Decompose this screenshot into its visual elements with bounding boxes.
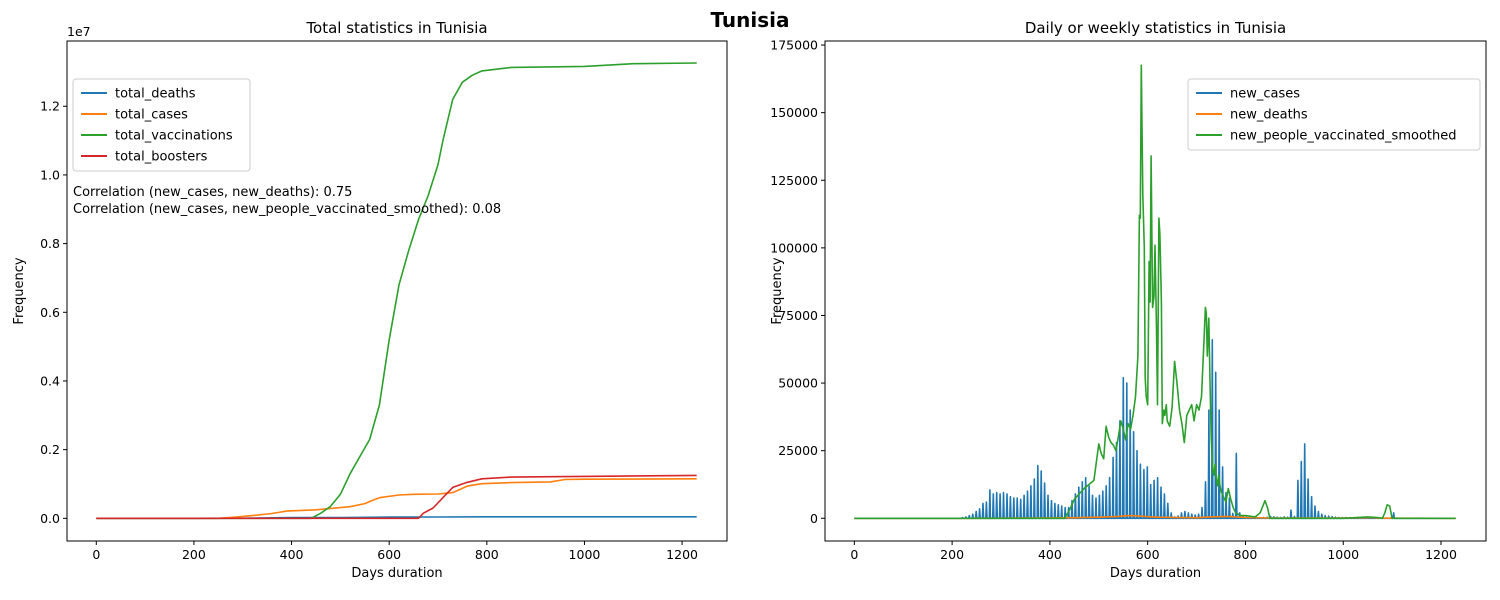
legend-label: new_deaths [1230, 108, 1308, 123]
legend-label: total_boosters [115, 150, 208, 165]
x-axis-label: Days duration [351, 566, 442, 581]
x-tick-label: 200 [182, 547, 206, 562]
legend-label: total_vaccinations [115, 129, 233, 144]
y-tick-label: 0.6 [40, 305, 60, 320]
x-tick-label: 600 [1136, 547, 1160, 562]
x-tick-label: 1200 [1425, 547, 1457, 562]
y-tick-label: 0.2 [40, 442, 60, 457]
y-tick-label: 0 [810, 511, 818, 526]
plot-area [96, 62, 697, 520]
y-tick-label: 175000 [770, 38, 818, 53]
y-scale-offset-label: 1e7 [67, 24, 91, 39]
y-tick-label: 0.0 [40, 511, 60, 526]
y-tick-label: 50000 [778, 376, 818, 391]
chart-panel-2: 0 200 400 600 800 1000 1200 0 25000 50000 75000 100… [770, 19, 1487, 581]
x-tick-label: 400 [1038, 547, 1062, 562]
series-line-total-cases [96, 478, 697, 520]
chart-panel-1: 0 200 400 600 800 1000 1200 0.0 0.2 0.4 0.6 0.8 1.0 1… [12, 19, 728, 581]
y-tick-label: 25000 [778, 443, 818, 458]
x-tick-label: 1000 [1327, 547, 1359, 562]
x-tick-label: 800 [1234, 547, 1258, 562]
axes-title: Total statistics in Tunisia [305, 19, 487, 37]
legend-frame [1187, 78, 1481, 151]
y-axis-label: Frequency [12, 257, 27, 324]
y-tick-label: 125000 [770, 173, 818, 188]
legend-label: new_cases [1230, 87, 1300, 102]
correlation-annotation: Correlation (new_cases, new_people_vacci… [73, 202, 501, 217]
y-axis-label: Frequency [770, 257, 785, 324]
legend: new_cases new_deaths new_people_vaccinated… [1187, 78, 1481, 151]
x-tick-label: 0 [850, 547, 858, 562]
correlation-annotation: Correlation (new_cases, new_deaths): 0.7… [73, 185, 352, 200]
series-line-new-people-vaccinated-smoothed [854, 64, 1456, 520]
y-tick-label: 100000 [770, 240, 818, 255]
y-tick-label: 75000 [778, 308, 818, 323]
x-tick-label: 400 [280, 547, 304, 562]
x-tick-label: 1000 [569, 547, 601, 562]
x-tick-label: 1200 [666, 547, 698, 562]
series-line-total-vaccinations [96, 62, 697, 520]
legend-label: total_cases [115, 108, 188, 123]
y-tick-label: 1.0 [40, 167, 60, 182]
axes-frame [66, 40, 728, 542]
legend-frame [72, 78, 251, 172]
y-tick-label: 1.2 [40, 99, 60, 114]
legend-label: total_deaths [115, 87, 196, 102]
x-tick-label: 200 [940, 547, 964, 562]
y-tick-label: 150000 [770, 105, 818, 120]
figure-title: Tunisia [710, 8, 790, 32]
x-axis-label: Days duration [1110, 566, 1201, 581]
y-tick-label: 0.4 [40, 373, 60, 388]
axes-frame [824, 40, 1487, 542]
series-line-new-cases [854, 339, 1456, 520]
x-tick-label: 0 [92, 547, 100, 562]
y-tick-label: 0.8 [40, 236, 60, 251]
plot-area [854, 64, 1456, 520]
x-tick-label: 800 [475, 547, 499, 562]
legend-label: new_people_vaccinated_smoothed [1230, 129, 1456, 144]
axes-title: Daily or weekly statistics in Tunisia [1025, 19, 1286, 37]
legend: total_deaths total_cases total_vaccination… [72, 78, 251, 172]
series-line-total-boosters [96, 474, 697, 520]
x-tick-label: 600 [377, 547, 401, 562]
